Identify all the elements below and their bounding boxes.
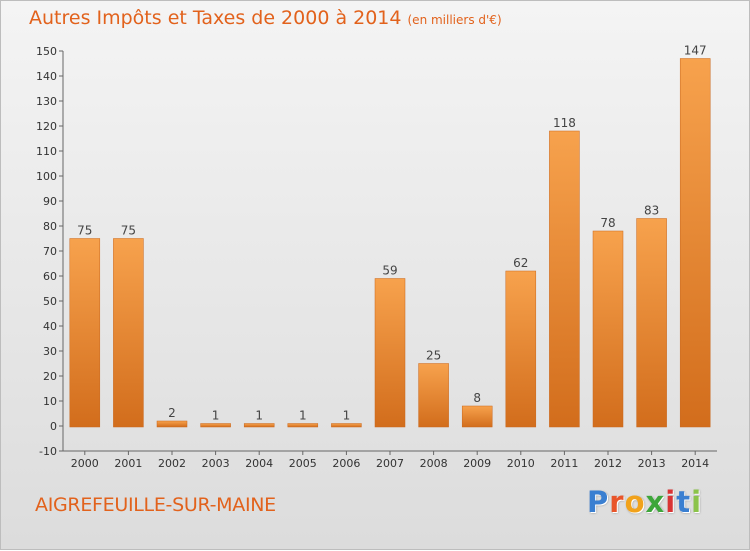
- proxiti-letter-6: i: [691, 485, 703, 519]
- data-label-2009: 8: [473, 391, 481, 405]
- proxiti-letter-4: i: [665, 485, 677, 519]
- data-label-2006: 1: [343, 409, 351, 423]
- y-tick-label-150: 150: [36, 45, 57, 58]
- y-tick-label-110: 110: [36, 145, 57, 158]
- y-tick-label-80: 80: [43, 220, 57, 233]
- proxiti-letter-3: x: [645, 485, 666, 519]
- data-label-2000: 75: [77, 224, 92, 238]
- x-tick-label-2004: 2004: [245, 457, 273, 470]
- x-tick-label-2013: 2013: [638, 457, 666, 470]
- x-tick-label-2005: 2005: [289, 457, 317, 470]
- labels: 75 75 2 1 1 1 1 59 25 8 62 118 78 83 147: [77, 44, 706, 423]
- bar-2000: [69, 238, 101, 428]
- x-tick-label-2006: 2006: [332, 457, 360, 470]
- data-label-2007: 59: [382, 264, 397, 278]
- bar-2002: [156, 420, 188, 428]
- bar-2004: [243, 423, 275, 428]
- bar-2010: [505, 270, 537, 428]
- x-tick-label-2008: 2008: [420, 457, 448, 470]
- y-tick-label-40: 40: [43, 320, 57, 333]
- x-tick-label-2001: 2001: [114, 457, 142, 470]
- bar-2007: [374, 278, 406, 428]
- data-label-2003: 1: [212, 409, 220, 423]
- data-label-2002: 2: [168, 406, 176, 420]
- proxiti-letter-5: t: [676, 485, 692, 519]
- bar-2013: [636, 218, 667, 428]
- proxiti-letter-0: P: [587, 485, 610, 519]
- chart-title: Autres Impôts et Taxes de 2000 à 2014: [29, 7, 402, 29]
- axes: -10 0 10 20 30 40 50 60 70 80 90 100 110 120 130 140 150…: [36, 45, 717, 470]
- bar-2003: [200, 423, 231, 428]
- y-tick-label-140: 140: [36, 70, 57, 83]
- bar-2009: [461, 405, 493, 428]
- x-tick-label-2009: 2009: [463, 457, 491, 470]
- bar-2014: [679, 58, 711, 428]
- chart-title-block: Autres Impôts et Taxes de 2000 à 2014 (en…: [29, 7, 502, 29]
- x-tick-label-2000: 2000: [71, 457, 99, 470]
- proxiti-logo: Proxiti: [587, 485, 702, 519]
- y-tick-label-10: 10: [43, 395, 57, 408]
- x-tick-label-2012: 2012: [594, 457, 622, 470]
- bars: [69, 58, 711, 428]
- y-tick-label-60: 60: [43, 270, 57, 283]
- x-tick-label-2014: 2014: [681, 457, 709, 470]
- data-label-2011: 118: [553, 116, 576, 130]
- y-tick-label-50: 50: [43, 295, 57, 308]
- x-tick-label-2007: 2007: [376, 457, 404, 470]
- y-tick-label-70: 70: [43, 245, 57, 258]
- x-tick-label-2011: 2011: [550, 457, 578, 470]
- bar-2011: [549, 130, 580, 428]
- y-tick-label-30: 30: [43, 345, 57, 358]
- bar-2012: [592, 230, 624, 428]
- x-tick-label-2002: 2002: [158, 457, 186, 470]
- y-tick-label--10: -10: [39, 445, 57, 458]
- data-label-2005: 1: [299, 409, 307, 423]
- bar-2005: [287, 423, 319, 428]
- data-label-2014: 147: [684, 44, 707, 58]
- x-tick-label-2010: 2010: [507, 457, 535, 470]
- chart-subtitle: (en milliers d'€): [407, 13, 502, 27]
- data-label-2013: 83: [644, 204, 659, 218]
- proxiti-letter-1: r: [609, 485, 625, 519]
- bar-2001: [113, 238, 144, 428]
- commune-name: AIGREFEUILLE-SUR-MAINE: [35, 494, 276, 516]
- data-label-2010: 62: [513, 256, 528, 270]
- y-tick-label-90: 90: [43, 195, 57, 208]
- y-tick-label-100: 100: [36, 170, 57, 183]
- y-tick-label-120: 120: [36, 120, 57, 133]
- y-tick-label-20: 20: [43, 370, 57, 383]
- data-label-2004: 1: [255, 409, 263, 423]
- x-tick-label-2003: 2003: [202, 457, 230, 470]
- data-label-2008: 25: [426, 349, 441, 363]
- y-tick-label-0: 0: [50, 420, 57, 433]
- y-tick-label-130: 130: [36, 95, 57, 108]
- proxiti-letter-2: o: [624, 485, 646, 519]
- bar-2008: [418, 363, 449, 428]
- data-label-2001: 75: [121, 224, 136, 238]
- bar-2006: [331, 423, 362, 428]
- data-label-2012: 78: [600, 216, 615, 230]
